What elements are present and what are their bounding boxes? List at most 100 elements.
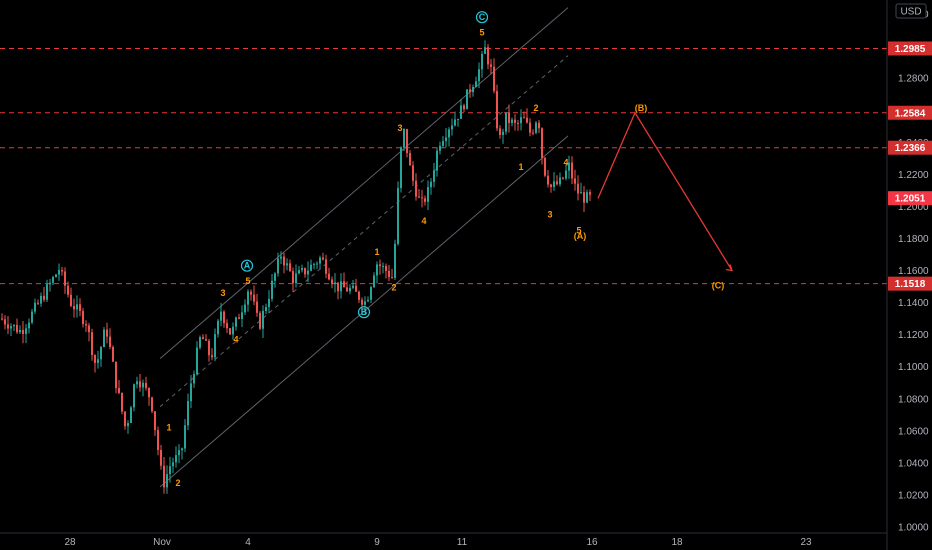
candles: [1, 40, 591, 494]
y-tick-label: 1.1800: [898, 234, 929, 245]
candle-body: [37, 302, 39, 304]
candle-body: [376, 264, 378, 276]
candle-body: [310, 264, 312, 271]
candle-body: [373, 275, 375, 288]
candle-body: [79, 304, 81, 311]
y-tick-label: 1.0400: [898, 458, 929, 469]
y-tick-label: 1.2800: [898, 74, 929, 85]
candle-body: [322, 257, 324, 260]
x-tick-label: 16: [586, 537, 598, 548]
y-tick-label: 1.0800: [898, 394, 929, 405]
candle-body: [253, 294, 255, 302]
candle-body: [154, 411, 156, 431]
candle-body: [553, 181, 555, 188]
candle-body: [439, 145, 441, 151]
candle-body: [457, 118, 459, 120]
candle-body: [190, 383, 192, 402]
candle-body: [214, 334, 216, 358]
candle-body: [238, 317, 240, 319]
candle-body: [451, 125, 453, 130]
candle-body: [418, 196, 420, 198]
last-price-tag: 1.2051: [895, 194, 926, 205]
candle-body: [70, 294, 72, 306]
candle-body: [421, 197, 423, 199]
candle-body: [544, 157, 546, 176]
candle-body: [331, 279, 333, 285]
price-tags: 1.2985 1.2584 1.2366 1.1518 1.2051: [888, 41, 932, 291]
wave-label: (B): [635, 103, 648, 113]
candle-body: [91, 332, 93, 356]
candle-body: [274, 273, 276, 281]
candle-body: [184, 425, 186, 449]
candle-body: [88, 325, 90, 333]
candle-body: [517, 122, 519, 124]
candle-body: [454, 119, 456, 126]
candle-body: [46, 284, 48, 300]
candle-body: [370, 287, 372, 300]
candle-body: [31, 311, 33, 323]
candle-body: [325, 259, 327, 274]
wave-label: (C): [712, 281, 725, 291]
candle-body: [208, 340, 210, 356]
candle-body: [271, 280, 273, 299]
candle-body: [406, 128, 408, 154]
candle-body: [526, 117, 528, 123]
candle-body: [367, 299, 369, 302]
currency-badge[interactable]: USD: [895, 3, 927, 19]
candle-body: [490, 64, 492, 67]
candle-body: [133, 384, 135, 408]
candle-body: [295, 273, 297, 284]
candle-body: [52, 277, 54, 283]
candle-body: [175, 455, 177, 463]
candle-body: [361, 299, 363, 305]
projection-arrowhead: [725, 264, 733, 272]
candle-body: [352, 285, 354, 288]
candle-body: [97, 359, 99, 363]
candle-body: [382, 265, 384, 267]
candle-body: [562, 177, 564, 179]
candle-body: [247, 291, 249, 305]
candle-body: [346, 287, 348, 292]
level-price-tag-bg: [888, 105, 932, 120]
candle-body: [586, 192, 588, 203]
candle-body: [76, 304, 78, 310]
candle-body: [412, 165, 414, 181]
candle-body: [445, 137, 447, 142]
candle-body: [481, 53, 483, 70]
candle-body: [4, 319, 6, 325]
candle-body: [10, 326, 12, 329]
x-tick-label: 18: [671, 537, 683, 548]
wave-label: 3: [220, 288, 225, 298]
y-tick-label: 1.1200: [898, 330, 929, 341]
x-tick-label: 23: [800, 537, 812, 548]
candle-body: [163, 465, 165, 488]
candle-body: [436, 150, 438, 171]
candle-body: [229, 328, 231, 335]
candle-body: [463, 105, 465, 110]
candle-body: [82, 310, 84, 325]
candle-body: [424, 198, 426, 202]
candle-body: [502, 131, 504, 136]
wave-label: C: [479, 12, 486, 22]
candle-body: [484, 47, 486, 54]
candle-body: [307, 270, 309, 275]
candle-body: [472, 87, 474, 93]
y-tick-label: 1.1400: [898, 298, 929, 309]
candle-body: [196, 347, 198, 375]
candle-body: [355, 285, 357, 292]
candle-body: [55, 274, 57, 278]
candle-body: [427, 187, 429, 202]
candle-body: [277, 258, 279, 274]
time-axis[interactable]: 28 Nov 4 9 11 16 18 23: [0, 532, 887, 548]
candle-body: [67, 285, 69, 295]
wave-label: 2: [175, 478, 180, 488]
candle-body: [259, 312, 261, 329]
candle-body: [187, 401, 189, 426]
y-tick-label: 1.1600: [898, 266, 929, 277]
candle-body: [109, 336, 111, 347]
candle-body: [301, 267, 303, 271]
candle-body: [223, 311, 225, 324]
candle-body: [58, 270, 60, 275]
